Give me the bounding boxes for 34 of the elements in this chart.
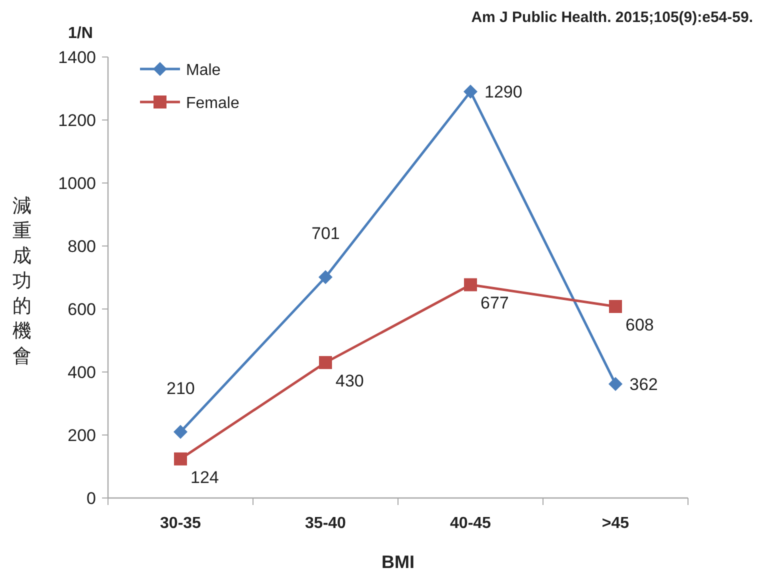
point: [318, 270, 332, 284]
point: [174, 424, 188, 439]
x-tick-label: 40-45: [450, 515, 492, 532]
point: [609, 300, 622, 313]
data-label: 210: [166, 378, 195, 398]
legend-label: Male: [186, 62, 221, 79]
text: 1/N: [68, 25, 93, 42]
point: [464, 84, 478, 99]
data-label: 677: [480, 294, 509, 313]
data-label: 430: [336, 372, 364, 391]
data-label: 608: [626, 315, 654, 334]
x-tick-label: 35-40: [305, 515, 346, 532]
x-axis-title: BMI: [382, 552, 414, 572]
point: [464, 278, 477, 292]
data-label: 362: [630, 374, 658, 394]
point: [608, 376, 622, 391]
point: [319, 356, 332, 370]
text: Am J Public Health. 2015;105(9):e54-59.: [471, 9, 753, 26]
y-tick-label: 800: [68, 237, 96, 256]
y-tick-label: 200: [68, 426, 96, 445]
y-tick-label: 400: [68, 363, 96, 382]
x-tick-label: 30-35: [160, 515, 202, 532]
point: [174, 452, 187, 466]
data-label: 701: [312, 224, 340, 244]
legend-label: Female: [186, 95, 240, 112]
data-label: 124: [190, 468, 219, 487]
y-tick-label: 1000: [58, 174, 96, 193]
y-tick-label: 0: [86, 489, 96, 508]
y-tick-label: 600: [68, 300, 96, 319]
y-tick-label: 1200: [58, 111, 96, 130]
y-axis-title: 減重成功的機會: [12, 196, 32, 367]
x-tick-label: >45: [602, 515, 630, 532]
data-label: 1290: [484, 82, 522, 102]
y-tick-label: 1400: [58, 48, 96, 67]
